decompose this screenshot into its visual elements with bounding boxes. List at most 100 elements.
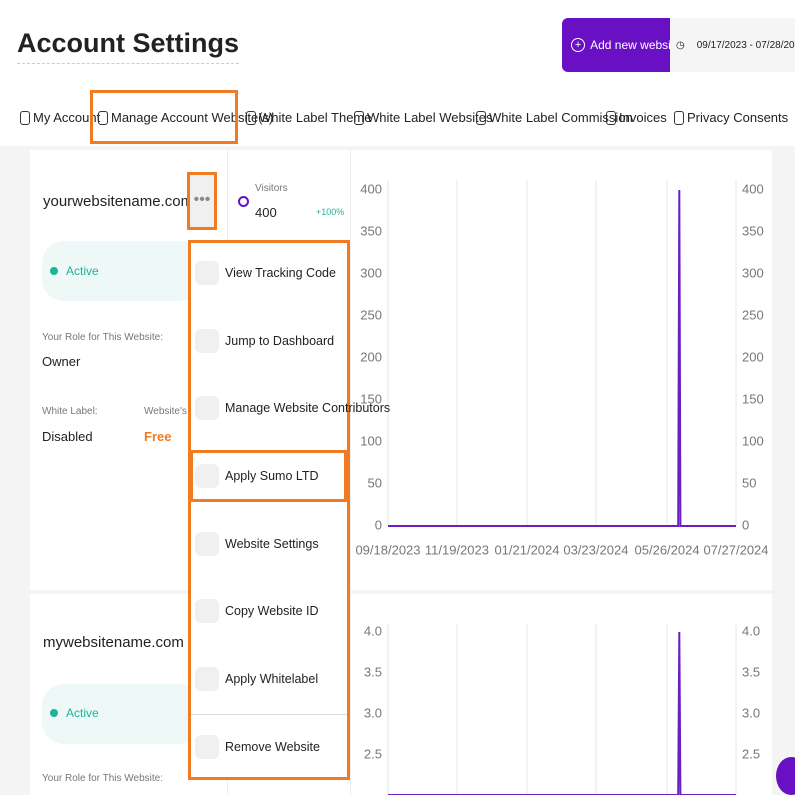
chat-button[interactable] (776, 757, 795, 795)
tab-icon (674, 111, 684, 125)
y2-tick-label: 250 (742, 307, 764, 322)
add-website-button[interactable]: + Add new website (562, 18, 690, 72)
x-tick-label: 03/23/2024 (563, 542, 628, 557)
add-website-label: Add new website (590, 38, 681, 52)
status-badge (42, 684, 202, 744)
y2-tick-label: 4.0 (742, 623, 760, 638)
y-tick-label: 0 (375, 517, 382, 532)
visitors-label: Visitors (255, 183, 288, 194)
visitors: 400 (255, 205, 277, 220)
white-label-label: White Label: (42, 406, 98, 417)
menu-icon (195, 599, 219, 623)
menu-item[interactable]: Copy Website ID (195, 599, 319, 623)
tab-icon (476, 111, 486, 125)
menu-label: Manage Website Contributors (225, 401, 391, 415)
y2-tick-label: 50 (742, 475, 756, 490)
role: Owner (42, 354, 81, 369)
menu-label: Remove Website (225, 740, 320, 754)
tab-icon (98, 111, 108, 125)
tab-icon (606, 111, 616, 125)
change: +100% (316, 207, 345, 217)
tab[interactable]: Privacy Consents (687, 110, 789, 125)
menu-icon (195, 396, 219, 420)
menu-item[interactable]: Apply Whitelabel (195, 667, 318, 691)
role-label: Your Role for This Website: (42, 773, 163, 784)
menu-item[interactable]: Remove Website (195, 735, 320, 759)
menu-item[interactable]: Manage Website Contributors (195, 396, 390, 420)
highlight (90, 90, 238, 144)
website-name: mywebsitename.com (43, 634, 184, 651)
date-range: 09/17/2023 - 07/28/2024 (696, 39, 795, 51)
date-picker[interactable]: ◷09/17/2023 - 07/28/2024⌄ (670, 18, 795, 72)
y-tick-label: 4.0 (364, 623, 382, 638)
y-tick-label: 150 (360, 391, 382, 406)
tab[interactable]: Invoices (619, 110, 667, 125)
white-label: Disabled (42, 429, 93, 444)
menu-label: Apply Whitelabel (225, 672, 319, 686)
tab[interactable]: My Account (33, 110, 101, 125)
tab[interactable]: White Label Theme (259, 110, 372, 125)
price-label: Website's Pric (144, 406, 207, 417)
website-name: yourwebsitename.com (43, 193, 194, 210)
menu-icon (195, 329, 219, 353)
y-tick-label: 300 (360, 265, 382, 280)
menu-item[interactable]: Apply Sumo LTD (195, 464, 319, 488)
menu-icon (195, 464, 219, 488)
divider (350, 150, 351, 795)
x-tick-label: 05/26/2024 (635, 542, 700, 557)
menu-label: View Tracking Code (225, 266, 336, 280)
menu-icon (195, 667, 219, 691)
y-tick-label: 400 (360, 181, 382, 196)
menu-label: Jump to Dashboard (225, 334, 335, 348)
y2-tick-label: 3.0 (742, 705, 760, 720)
y2-tick-label: 350 (742, 223, 764, 238)
x-tick-label: 09/18/2023 (355, 542, 420, 557)
role-label: Your Role for This Website: (42, 332, 163, 343)
y2-tick-label: 300 (742, 265, 764, 280)
y-tick-label: 50 (368, 475, 382, 490)
menu-item[interactable]: Jump to Dashboard (195, 329, 334, 353)
menu-label: Copy Website ID (225, 604, 319, 618)
y2-tick-label: 3.5 (742, 664, 760, 679)
tab[interactable]: White Label Commission (489, 110, 633, 125)
line-series (388, 631, 736, 795)
x-tick-label: 11/19/2023 (425, 542, 489, 557)
tab[interactable]: Manage Account Website(s) (111, 110, 274, 125)
tab-icon (354, 111, 364, 125)
y2-tick-label: 200 (742, 349, 764, 364)
page-title: Account Settings (17, 28, 240, 64)
y-tick-label: 3.5 (364, 664, 382, 679)
menu-icon (195, 735, 219, 759)
status-badge (42, 241, 202, 301)
website-card (30, 150, 772, 590)
y-tick-label: 250 (360, 307, 382, 322)
more-button[interactable]: ••• (187, 172, 217, 230)
legend-dot (238, 196, 249, 207)
status: Active (50, 706, 99, 720)
y-tick-label: 3.0 (364, 705, 382, 720)
menu-label: Apply Sumo LTD (225, 469, 319, 483)
y-tick-label: 350 (360, 223, 382, 238)
y2-tick-label: 2.5 (742, 746, 760, 761)
dropdown-menu (188, 240, 350, 780)
menu-icon (195, 532, 219, 556)
y2-tick-label: 400 (742, 181, 764, 196)
status-text: Active (66, 264, 99, 278)
price: Free (144, 429, 172, 444)
y-tick-label: 100 (360, 433, 382, 448)
tab[interactable]: White Label Websites (367, 110, 493, 125)
tab-icon (246, 111, 256, 125)
status-text: Active (66, 706, 99, 720)
highlight (190, 450, 347, 502)
menu-icon (195, 261, 219, 285)
divider (191, 714, 347, 715)
menu-item[interactable]: Website Settings (195, 532, 319, 556)
x-tick-label: 07/27/2024 (703, 542, 768, 557)
menu-item[interactable]: View Tracking Code (195, 261, 336, 285)
y2-tick-label: 100 (742, 433, 764, 448)
tab-icon (20, 111, 30, 125)
y2-tick-label: 150 (742, 391, 764, 406)
y2-tick-label: 0 (742, 517, 749, 532)
